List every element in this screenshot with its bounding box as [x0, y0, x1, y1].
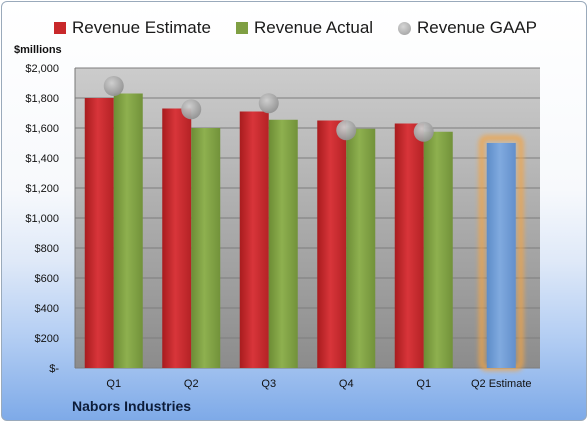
gridlines [74, 67, 540, 369]
x-tick-label: Q2 Estimate [471, 378, 532, 390]
y-tick-label: $200 [35, 333, 59, 345]
y-tick-label: $- [49, 363, 59, 375]
y-tick-label: $800 [35, 243, 59, 255]
marker-gaap [413, 121, 434, 142]
x-tick-label: Q1 [106, 378, 121, 390]
bar-estimate [239, 111, 269, 368]
bar-actual [346, 128, 376, 368]
company-name: Nabors Industries [72, 398, 192, 414]
y-tick-label: $1,600 [25, 123, 59, 135]
y-tick-label: $1,200 [25, 183, 59, 195]
marker-gaap [336, 120, 357, 141]
x-tick-label: Q4 [339, 378, 354, 390]
x-axis-labels: Q1 Q2 Q3 Q4 Q1 Q2 Estimate [106, 378, 531, 390]
x-tick-label: Q1 [416, 378, 431, 390]
marker-gaap [258, 93, 279, 114]
bar-actual [268, 119, 298, 368]
legend-label-estimate: Revenue Estimate [72, 18, 211, 37]
bars [84, 93, 524, 371]
y-tick-label: $600 [35, 273, 59, 285]
legend-swatch-estimate [54, 22, 66, 34]
legend-label-gaap: Revenue GAAP [417, 18, 538, 37]
x-tick-label: Q3 [261, 378, 276, 390]
y-tick-label: $1,400 [25, 153, 59, 165]
marker-gaap [181, 99, 202, 120]
y-axis-unit-label: $millions [14, 44, 62, 56]
gaap-markers [103, 76, 434, 142]
y-tick-label: $400 [35, 303, 59, 315]
bar-estimate [84, 98, 114, 368]
legend-item-estimate: Revenue Estimate [54, 16, 211, 40]
y-tick-label: $1,800 [25, 93, 59, 105]
bar-actual [191, 128, 221, 368]
x-tick-label: Q2 [184, 378, 199, 390]
legend-item-actual: Revenue Actual [236, 16, 373, 40]
legend-item-gaap: Revenue GAAP [398, 16, 537, 40]
marker-gaap [103, 76, 124, 96]
chart-legend: Revenue Estimate Revenue Actual Revenue … [0, 16, 588, 40]
bar-estimate [394, 123, 424, 368]
bar-actual [423, 131, 453, 368]
y-tick-label: $1,000 [25, 213, 59, 225]
bar-future-estimate [486, 143, 516, 368]
bar-actual [113, 93, 143, 368]
y-tick-label: $2,000 [25, 63, 59, 75]
legend-swatch-actual [236, 22, 248, 34]
bar-estimate [162, 108, 192, 368]
bar-estimate [317, 120, 347, 368]
legend-marker-gaap [398, 21, 411, 35]
legend-label-actual: Revenue Actual [254, 18, 374, 37]
y-axis-ticks: $- $200 $400 $600 $800 $1,000 $1,200 $1,400 $1,6… [25, 63, 59, 375]
